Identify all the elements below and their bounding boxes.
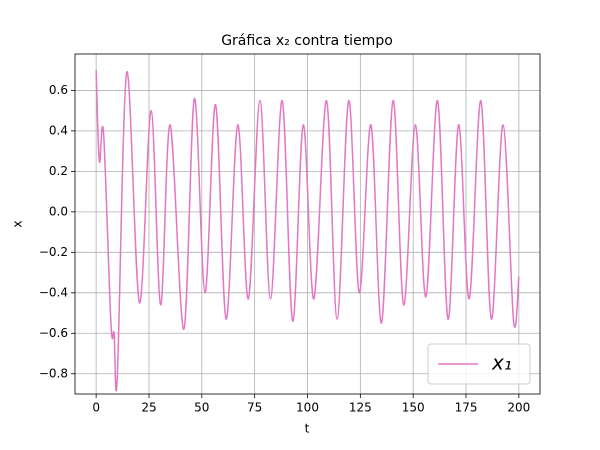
y-axis-label: x <box>11 220 25 227</box>
x-tick-label: 100 <box>296 401 319 415</box>
x-tick-label: 25 <box>141 401 156 415</box>
x-axis-label: t <box>305 422 310 436</box>
legend-box <box>427 343 531 385</box>
x-tick-label: 125 <box>349 401 372 415</box>
chart-title: Gráfica x₂ contra tiempo <box>221 33 393 49</box>
y-tick-label: 0.2 <box>49 164 68 178</box>
y-tick-label: −0.6 <box>39 326 68 340</box>
y-tick-label: 0.4 <box>49 123 68 137</box>
x-tick-label: 75 <box>247 401 262 415</box>
legend-label: x₁ <box>491 351 512 375</box>
y-tick-label: −0.2 <box>39 245 68 259</box>
plot-frame <box>74 53 541 395</box>
x-tick-label: 0 <box>92 401 100 415</box>
x-tick-label: 150 <box>402 401 425 415</box>
y-tick-label: −0.4 <box>39 285 68 299</box>
y-tick-label: 0.0 <box>49 204 68 218</box>
line-series <box>95 70 520 392</box>
y-tick-label: −0.8 <box>39 366 68 380</box>
y-tick-label: 0.6 <box>49 83 68 97</box>
x-tick-label: 200 <box>507 401 530 415</box>
x-tick-label: 50 <box>194 401 209 415</box>
x-tick-label: 175 <box>455 401 478 415</box>
